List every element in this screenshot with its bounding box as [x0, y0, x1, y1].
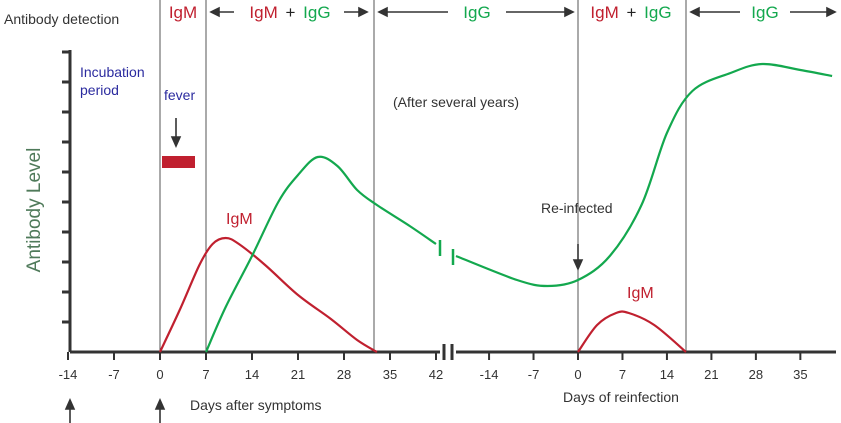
x-secondary-tick-label: 21: [704, 367, 718, 382]
x-primary-tick-label: 14: [245, 367, 259, 382]
phase-igm-label: IgM: [169, 3, 197, 22]
phase-igg-label: IgG: [463, 3, 490, 22]
x-primary-tick-label: 28: [337, 367, 351, 382]
series-layer: [159, 62, 833, 353]
x-axis-label-secondary: Days of reinfection: [563, 389, 679, 405]
antibody-detection-label: Antibody detection: [4, 11, 119, 27]
x-secondary-tick-label: 14: [660, 367, 674, 382]
x-secondary-tick-label: 35: [793, 367, 807, 382]
x-secondary-tick-label: -14: [480, 367, 499, 382]
phase-mixed-igm: IgM: [249, 3, 277, 22]
x-axis-ticks: -14 -7 0 7 14 21 28 35 42 -14 -7 0 7 14 21 28 35: [59, 352, 808, 382]
phase-mixed-label: IgM + IgG: [249, 3, 330, 22]
fever-arrow: [170, 118, 182, 148]
x-primary-tick-label: -7: [108, 367, 120, 382]
phase-mixed-igg: IgG: [303, 3, 330, 22]
x-axis-break-mark: [442, 344, 454, 360]
phase2-mixed-igg: IgG: [644, 3, 671, 22]
igg-reinfection-curve: [455, 62, 833, 288]
reinfected-label: Re-infected: [541, 200, 613, 216]
x-primary-tick-label: 7: [202, 367, 209, 382]
x-axis-label-primary: Days after symptoms: [190, 397, 321, 413]
igg-break-marks: [438, 240, 455, 265]
x-primary-tick-label: 21: [291, 367, 305, 382]
x-secondary-tick-label: 28: [749, 367, 763, 382]
y-axis-ticks: [62, 50, 70, 324]
phase-arrows: [209, 6, 837, 18]
igm-secondary-label: IgM: [627, 285, 654, 302]
x-primary-tick-label: 0: [156, 367, 163, 382]
after-several-years-label: (After several years): [393, 94, 519, 110]
fever-label: fever: [164, 87, 195, 103]
x-secondary-tick-label: -7: [528, 367, 540, 382]
igm-reinfection-curve: [577, 310, 687, 353]
y-axis-label: Antibody Level: [24, 148, 45, 273]
incubation-line-2: period: [80, 82, 119, 98]
fever-bar: [162, 156, 195, 168]
phase2-igg-label: IgG: [751, 3, 778, 22]
x-primary-tick-label: 35: [383, 367, 397, 382]
x-secondary-tick-label: 7: [619, 367, 626, 382]
igm-primary-curve: [159, 236, 378, 353]
incubation-period-label: Incubation period: [80, 64, 149, 98]
igg-primary-curve: [204, 155, 437, 353]
x-secondary-tick-label: 0: [574, 367, 581, 382]
phase2-mixed-plus: +: [627, 3, 637, 22]
phase-mixed-plus: +: [286, 3, 296, 22]
x-primary-tick-label: 42: [429, 367, 443, 382]
x-primary-tick-label: -14: [59, 367, 78, 382]
reinfected-arrow: [572, 244, 584, 271]
phase2-mixed-igm: IgM: [590, 3, 618, 22]
igm-primary-label: IgM: [226, 211, 253, 228]
phase2-mixed-label: IgM + IgG: [590, 3, 671, 22]
incubation-line-1: Incubation: [80, 64, 145, 80]
bottom-arrows: [64, 398, 166, 423]
